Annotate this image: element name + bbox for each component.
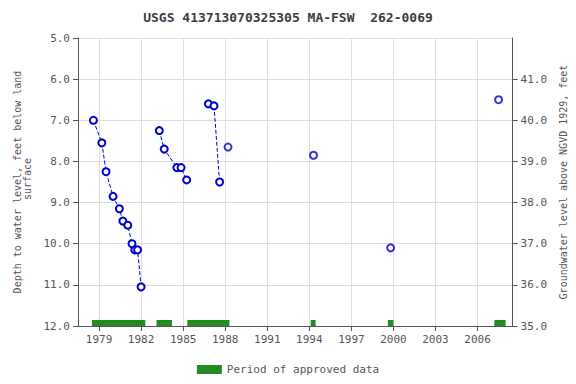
svg-text:1988: 1988 xyxy=(212,333,239,346)
svg-text:1985: 1985 xyxy=(170,333,197,346)
svg-text:38.0: 38.0 xyxy=(521,196,548,209)
svg-text:1982: 1982 xyxy=(128,333,155,346)
svg-text:1979: 1979 xyxy=(86,333,113,346)
svg-text:5.0: 5.0 xyxy=(50,32,70,45)
svg-text:39.0: 39.0 xyxy=(521,155,548,168)
svg-text:11.0: 11.0 xyxy=(44,278,71,291)
svg-text:6.0: 6.0 xyxy=(50,73,70,86)
svg-text:2003: 2003 xyxy=(422,333,449,346)
svg-text:2000: 2000 xyxy=(380,333,407,346)
svg-text:surface: surface xyxy=(22,158,33,206)
svg-text:40.0: 40.0 xyxy=(521,114,548,127)
svg-text:Period of approved data: Period of approved data xyxy=(227,363,379,376)
svg-text:12.0: 12.0 xyxy=(44,320,71,333)
svg-text:7.0: 7.0 xyxy=(50,114,70,127)
svg-text:35.0: 35.0 xyxy=(521,320,548,333)
svg-text:2006: 2006 xyxy=(464,333,491,346)
svg-text:1997: 1997 xyxy=(338,333,365,346)
svg-text:36.0: 36.0 xyxy=(521,278,548,291)
svg-text:USGS 413713070325305 MA-FSW 2: USGS 413713070325305 MA-FSW 262-0069 xyxy=(143,10,433,25)
svg-text:9.0: 9.0 xyxy=(50,196,70,209)
svg-text:1994: 1994 xyxy=(296,333,323,346)
svg-text:10.0: 10.0 xyxy=(44,237,71,250)
svg-text:Groundwater level above NGVD 1: Groundwater level above NGVD 1929, feet xyxy=(558,65,569,300)
svg-text:37.0: 37.0 xyxy=(521,237,548,250)
svg-text:1991: 1991 xyxy=(254,333,281,346)
svg-text:41.0: 41.0 xyxy=(521,73,548,86)
svg-text:8.0: 8.0 xyxy=(50,155,70,168)
svg-text:Depth to water level, feet bel: Depth to water level, feet below land xyxy=(12,70,24,294)
